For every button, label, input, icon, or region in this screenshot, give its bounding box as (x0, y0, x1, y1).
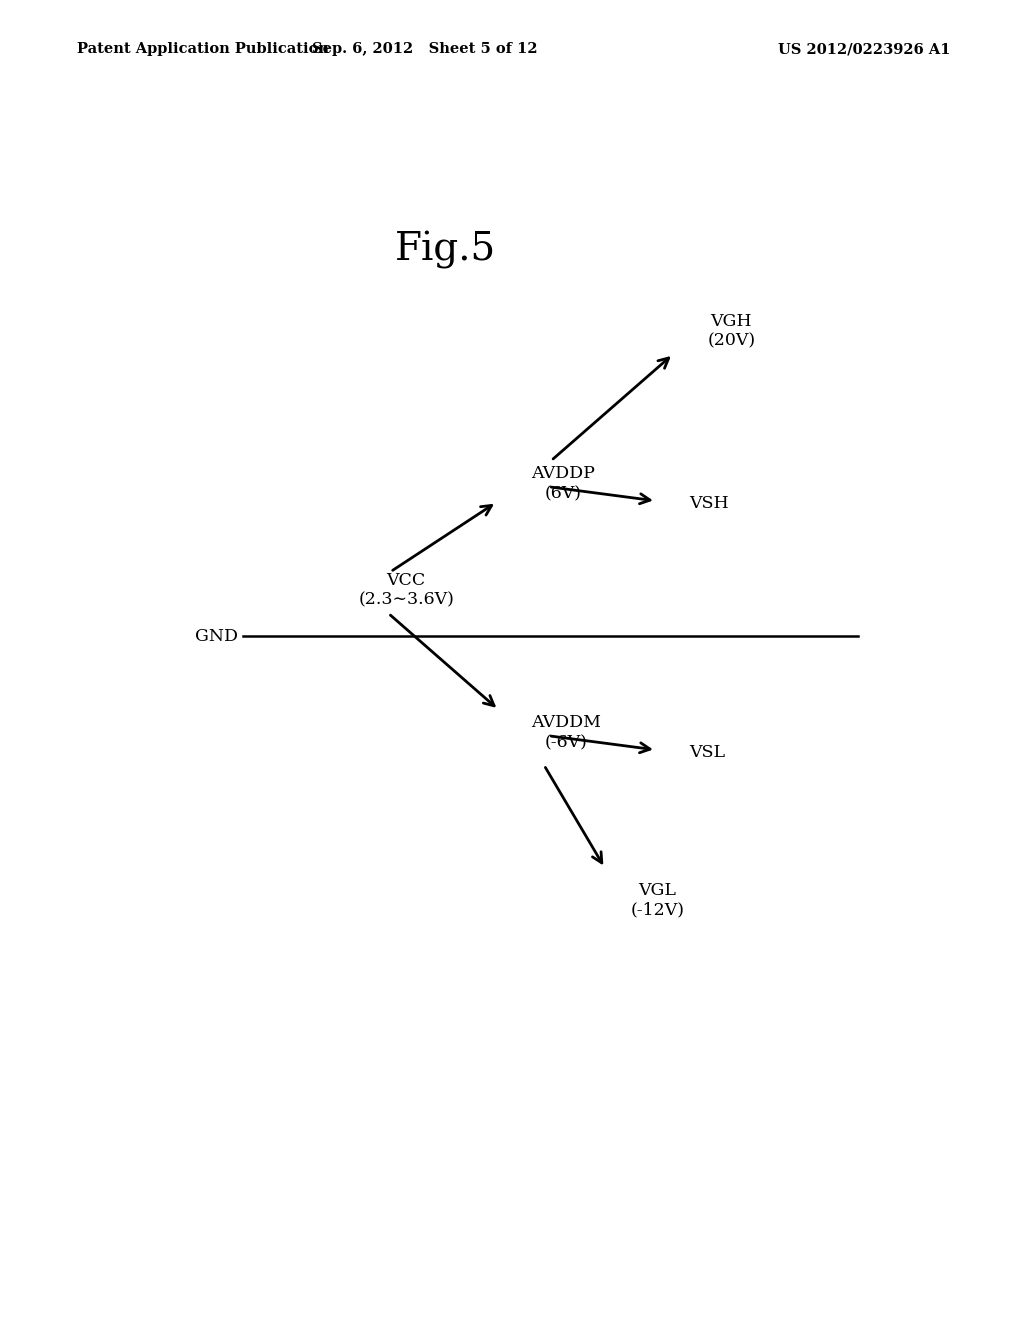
Text: VSL: VSL (689, 744, 725, 762)
Text: VGL
(-12V): VGL (-12V) (631, 882, 684, 919)
Text: VSH: VSH (689, 495, 729, 512)
Text: Sep. 6, 2012   Sheet 5 of 12: Sep. 6, 2012 Sheet 5 of 12 (312, 42, 538, 57)
Text: VGH
(20V): VGH (20V) (708, 313, 756, 350)
Text: US 2012/0223926 A1: US 2012/0223926 A1 (778, 42, 950, 57)
Text: AVDDM
(-6V): AVDDM (-6V) (531, 714, 601, 751)
Text: VCC
(2.3∼3.6V): VCC (2.3∼3.6V) (358, 572, 454, 609)
Text: GND: GND (196, 627, 239, 644)
Text: AVDDP
(6V): AVDDP (6V) (531, 466, 595, 502)
Text: Patent Application Publication: Patent Application Publication (77, 42, 329, 57)
Text: Fig.5: Fig.5 (395, 231, 496, 269)
